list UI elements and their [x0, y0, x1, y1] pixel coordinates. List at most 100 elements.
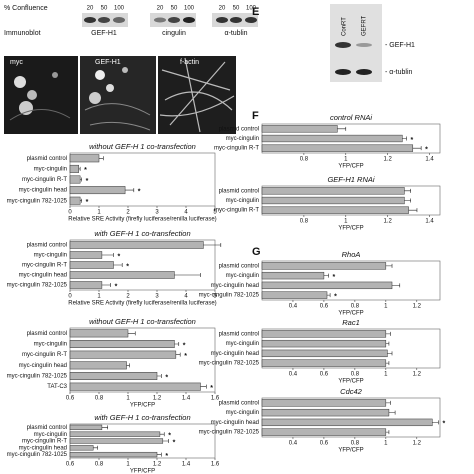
x-tick-label: 0.6 [320, 304, 329, 310]
category-label: myc-cingulin [34, 166, 67, 172]
category-label: myc-cingulin head [211, 351, 259, 357]
x-tick-label: 1 [384, 304, 388, 310]
x-tick-label: 5 [213, 294, 217, 300]
category-label: myc-cingulin head [19, 188, 67, 194]
bar [261, 281, 393, 290]
error-bar [157, 374, 162, 378]
x-tick-label: 0.6 [320, 441, 329, 447]
bar [69, 164, 79, 173]
category-label: myc-cingulin head [211, 420, 259, 426]
error-bar [385, 430, 390, 435]
category-label: plasmid control [219, 126, 259, 132]
x-axis-label: Relative SRE Activity (firefly luciferas… [68, 217, 216, 223]
significance-marker: * [118, 253, 121, 260]
plot-frame [69, 327, 216, 393]
chart-title: GEF-H1 RNAi [327, 175, 374, 184]
category-label: myc-cingulin [34, 342, 67, 348]
error-bar [174, 342, 180, 346]
confluence-label: 100 [114, 6, 125, 12]
error-bar [385, 361, 390, 366]
x-tick-label: 1.4 [425, 157, 434, 163]
blot-target: GEF-H1 [91, 30, 117, 37]
x-axis-label: YFP/CFP [338, 379, 363, 385]
x-tick-label: 0.8 [300, 157, 309, 163]
error-bar [323, 273, 329, 278]
significance-marker: * [333, 274, 336, 281]
band-label: - α-tublin [385, 69, 412, 76]
x-tick-label: 1.6 [211, 462, 220, 468]
bar [261, 428, 387, 436]
chart-title: without GEF-H 1 co-transfection [89, 142, 196, 151]
significance-marker: * [126, 263, 129, 270]
micrograph-label: GEF-H1 [95, 59, 121, 66]
error-bar [125, 188, 135, 193]
confluence-label: 20 [219, 6, 226, 12]
category-label: plasmid control [27, 243, 67, 249]
chart-title: Cdc42 [340, 387, 363, 396]
category-label: TAT-C3 [47, 384, 67, 390]
error-bar [385, 400, 391, 405]
x-tick-label: 1 [126, 462, 130, 468]
category-label: myc-cingulin R-T [22, 263, 67, 269]
category-label: myc-cingulin 782-1025 [7, 374, 68, 380]
bar [69, 186, 126, 195]
x-tick-label: 1.4 [182, 396, 191, 402]
category-label: myc-cingulin head [211, 283, 259, 289]
error-bar [200, 384, 207, 389]
category-label: myc-cingulin R-T [22, 177, 67, 183]
significance-marker: * [84, 167, 87, 174]
panel-label: E [252, 6, 259, 18]
bar [261, 408, 390, 417]
bar [261, 262, 387, 270]
error-bar [101, 425, 108, 430]
x-tick-label: 1 [344, 219, 348, 225]
error-bar [387, 351, 393, 356]
category-label: myc-cingulin [34, 253, 67, 259]
bar [261, 418, 433, 427]
blot-target: cingulin [162, 30, 186, 37]
significance-marker: * [425, 147, 428, 154]
bar [69, 445, 94, 451]
bar [69, 175, 81, 184]
error-bar [337, 126, 347, 131]
x-tick-label: 1.6 [211, 396, 220, 402]
bar [69, 261, 114, 269]
confluence-label: 100 [184, 6, 195, 12]
x-axis-label: YFP/CFP [130, 469, 155, 474]
bar [261, 399, 387, 407]
immunoblot-label: Immunoblot [4, 30, 41, 37]
x-tick-label: 1 [97, 294, 101, 300]
category-label: myc-cingulin [226, 341, 259, 347]
category-label: myc-cingulin [34, 432, 67, 438]
error-bar [126, 363, 130, 368]
lane-label: GEFRT [362, 15, 368, 36]
bar [69, 451, 158, 458]
error-bar [113, 263, 123, 267]
x-tick-label: 0.6 [66, 462, 75, 468]
confluence-label: 20 [87, 6, 94, 12]
category-label: myc-cingulin R-T [22, 352, 67, 358]
blot-image [330, 4, 382, 82]
bar [261, 196, 405, 205]
bar [69, 438, 164, 444]
bar [261, 291, 328, 299]
x-tick-label: 1 [344, 157, 348, 163]
x-tick-label: 0.8 [95, 462, 104, 468]
significance-marker: * [165, 374, 168, 381]
chart-title: RhoA [342, 250, 361, 259]
error-bar [412, 146, 422, 151]
x-tick-label: 0 [68, 210, 72, 216]
error-bar [388, 410, 396, 415]
x-axis-label: YFP/CFP [338, 448, 363, 454]
category-label: myc-cingulin R-T [22, 439, 67, 445]
lane-label: ConRT [342, 17, 348, 36]
bar [69, 372, 158, 380]
significance-marker: * [115, 283, 118, 290]
error-bar [101, 253, 114, 257]
x-tick-label: 1.2 [383, 157, 392, 163]
x-tick-label: 0.8 [351, 372, 360, 378]
category-label: myc-cingulin 782-1025 [199, 361, 260, 367]
category-label: plasmid control [27, 156, 67, 162]
error-bar [327, 293, 331, 298]
